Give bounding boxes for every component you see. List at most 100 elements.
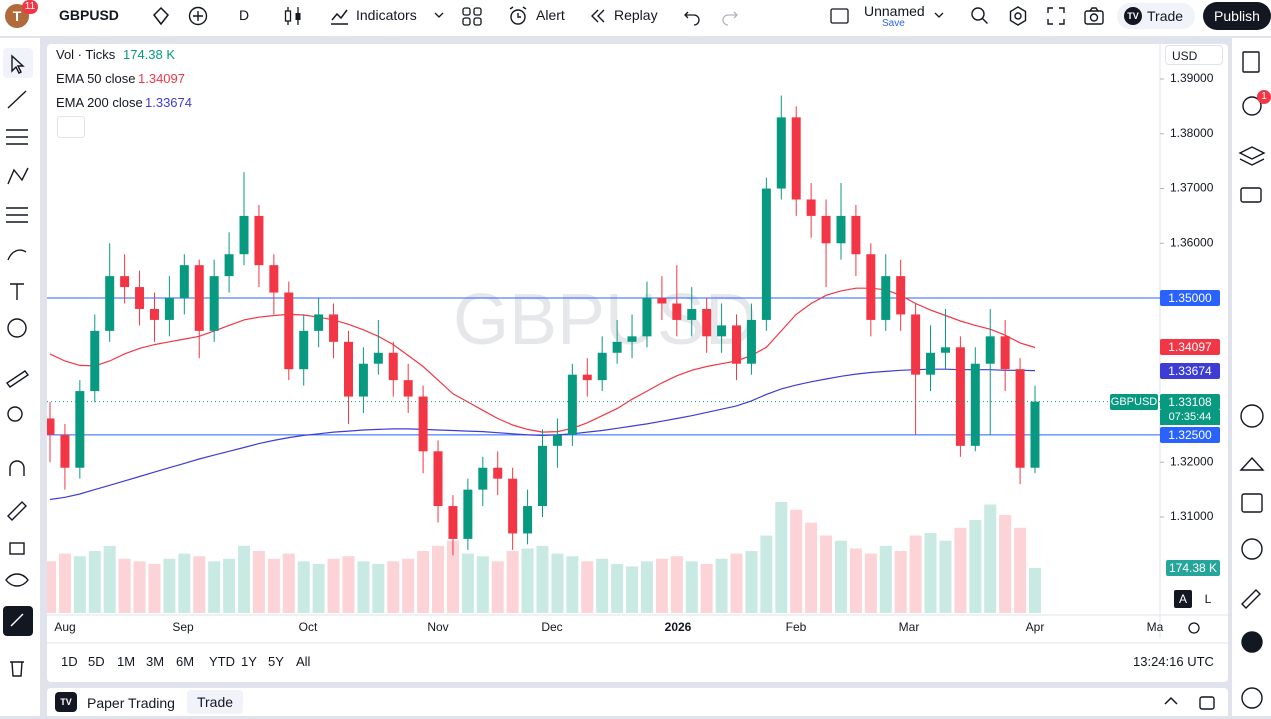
settings-icon[interactable] [1006, 4, 1030, 28]
tool-icon[interactable] [1240, 404, 1264, 428]
trade-button[interactable]: TV Trade [1117, 3, 1195, 29]
right-tools [1238, 51, 1266, 709]
volume-bar [506, 551, 519, 613]
chevron[interactable] [933, 10, 945, 20]
replay-button[interactable]: Replay [614, 7, 658, 23]
candle-body [478, 467, 488, 490]
cursor-tool[interactable] [11, 54, 25, 74]
range-button[interactable]: YTD [209, 654, 235, 669]
alert-button[interactable]: Alert [536, 7, 565, 23]
layout-name[interactable]: Unnamed [864, 3, 925, 19]
pattern-tool[interactable] [7, 167, 29, 185]
range-button[interactable]: 5Y [268, 654, 284, 669]
y-tick-label: 1.39000 [1170, 71, 1214, 85]
tool-icon[interactable] [1239, 456, 1265, 471]
watchlist-icon[interactable] [1242, 51, 1260, 73]
paper-trading-tab[interactable]: Paper Trading [87, 695, 175, 711]
layout-icon[interactable] [829, 6, 851, 26]
indicators-icon[interactable] [328, 4, 350, 28]
auto-scale[interactable]: A [1174, 590, 1192, 608]
volume-bar [924, 532, 937, 613]
price-tag: 1.33108 [1160, 393, 1220, 410]
volume-bar [551, 553, 564, 613]
delete-tool[interactable] [10, 661, 24, 677]
range-button[interactable]: 1M [117, 654, 136, 669]
settings-icon [1188, 622, 1200, 634]
lock-tool[interactable] [9, 542, 25, 555]
currency-selector[interactable]: USD [1165, 45, 1223, 65]
emoji-tool[interactable] [7, 318, 27, 338]
volume-bar [223, 558, 236, 613]
indicators-button[interactable]: Indicators [356, 7, 417, 23]
volume-bar [999, 514, 1012, 613]
alert-icon[interactable] [506, 4, 530, 28]
chart-root: GBPUSD 1.39000 1.38000 1.37000 1.36000 1.320… [47, 44, 1228, 644]
maximize-icon[interactable] [1197, 694, 1217, 712]
zoom-tool[interactable] [7, 406, 23, 422]
x-tick-label: Dec [541, 620, 562, 634]
volume-bar [208, 561, 221, 613]
chart-type-icon[interactable] [282, 4, 304, 28]
replay-icon[interactable] [588, 6, 608, 26]
fullscreen-icon[interactable] [1044, 4, 1068, 28]
alert-badge: 1 [1257, 90, 1271, 104]
stay-drawing-tool[interactable] [7, 501, 27, 521]
legend-volume: Vol · Ticks [56, 47, 116, 62]
chevron[interactable] [433, 10, 445, 20]
candle-body [90, 330, 100, 392]
help-icon[interactable] [1241, 687, 1263, 709]
alerts-icon[interactable] [1242, 96, 1262, 116]
fib-tool[interactable] [6, 129, 28, 145]
volume-bar [88, 551, 101, 613]
publish-button[interactable]: Publish [1203, 2, 1271, 30]
candle-body [463, 489, 473, 539]
candle-body [776, 117, 786, 189]
volume-bar [282, 553, 295, 613]
clock: 13:24:16 UTC [1133, 654, 1214, 669]
candle-body [672, 303, 682, 320]
candle-body [433, 451, 443, 507]
add-icon[interactable] [186, 4, 210, 28]
volume-bar [745, 551, 758, 613]
apps-icon[interactable] [1241, 631, 1263, 653]
log-scale[interactable]: L [1204, 592, 1212, 606]
icon[interactable] [150, 5, 172, 27]
logo: TV [55, 692, 77, 712]
tool-icon[interactable] [1241, 538, 1263, 560]
calendar-icon[interactable] [1241, 493, 1263, 513]
tool-icon[interactable] [1241, 589, 1261, 609]
magnet-tool[interactable] [9, 460, 25, 476]
projection-tool[interactable] [6, 207, 28, 223]
ruler-tool[interactable] [5, 370, 30, 388]
symbol[interactable]: GBPUSD [59, 7, 119, 23]
quick-search-icon[interactable] [968, 4, 992, 28]
y-tick-label: 1.38000 [1170, 126, 1214, 140]
link-tool[interactable] [10, 613, 24, 627]
candle-body [732, 325, 742, 364]
range-button[interactable]: 1Y [241, 654, 257, 669]
layers-icon[interactable] [1238, 146, 1266, 166]
range-button[interactable]: 6M [176, 654, 195, 669]
collapse-icon[interactable] [1162, 694, 1180, 708]
visibility-tool[interactable] [5, 573, 29, 587]
volume-bar [1029, 567, 1041, 613]
text-tool[interactable] [10, 283, 24, 300]
candle-body [821, 215, 831, 244]
range-button[interactable]: 3M [146, 654, 165, 669]
interval[interactable]: D [239, 7, 250, 23]
brush-tool[interactable] [7, 249, 27, 261]
range-button[interactable]: 5D [88, 654, 105, 669]
range-button[interactable]: All [296, 654, 311, 669]
chat-icon[interactable] [1240, 187, 1262, 203]
undo-icon[interactable] [682, 6, 702, 26]
volume-bar [252, 551, 265, 613]
layouts-icon[interactable] [460, 4, 484, 28]
legend-collapse[interactable] [57, 116, 85, 138]
trend-line-tool[interactable] [7, 90, 27, 109]
volume-bar [626, 566, 639, 613]
volume-bar [148, 563, 161, 613]
range-button[interactable]: 1D [61, 654, 78, 669]
save-status[interactable]: Save [882, 18, 905, 29]
trade-tab[interactable]: Trade [187, 690, 243, 714]
screenshot-icon[interactable] [1082, 4, 1106, 28]
